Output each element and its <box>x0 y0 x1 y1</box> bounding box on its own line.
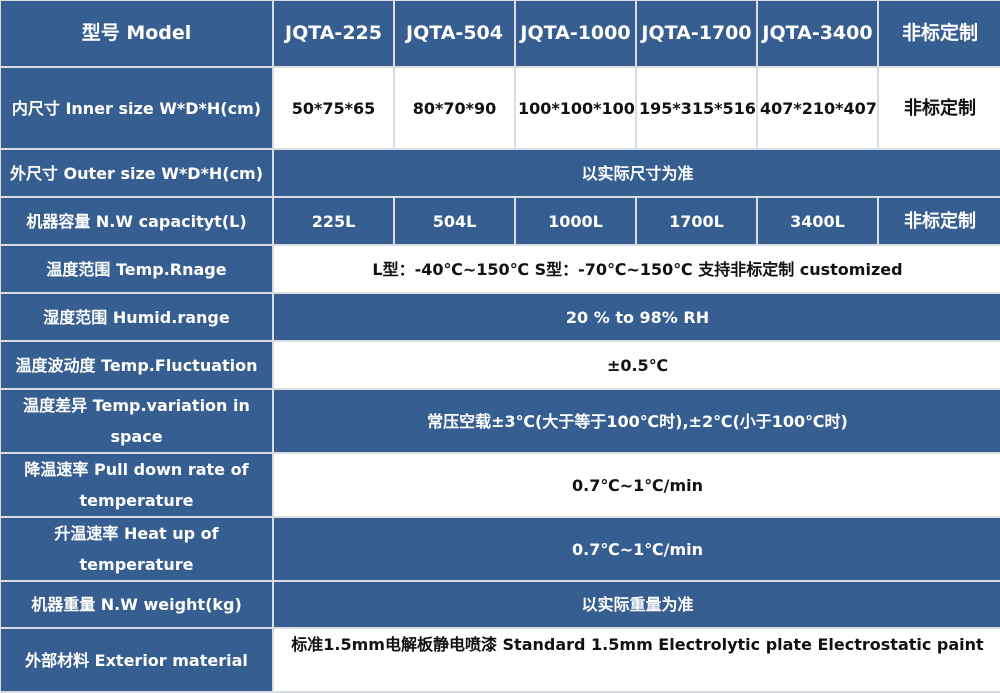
weight-value: 以实际重量为准 <box>272 580 1000 629</box>
row-temp-variation: 温度差异 Temp.variation in space 常压空载±3℃(大于等… <box>0 388 1000 454</box>
label-temp-range: 温度范围 Temp.Rnage <box>0 244 274 294</box>
label-temp-fluctuation: 温度波动度 Temp.Fluctuation <box>0 340 274 390</box>
model-2: JQTA-504 <box>393 0 516 68</box>
label-model: 型号 Model <box>0 0 274 68</box>
row-humid-range: 湿度范围 Humid.range 20 % to 98% RH <box>0 292 1000 342</box>
capacity-2: 504L <box>393 196 516 246</box>
inner-size-5: 407*210*407 <box>756 66 879 150</box>
label-capacity: 机器容量 N.W capacityt(L) <box>0 196 274 246</box>
label-weight: 机器重量 N.W weight(kg) <box>0 580 274 629</box>
inner-size-3: 100*100*100 <box>514 66 637 150</box>
inner-size-6: 非标定制 <box>877 66 1000 150</box>
capacity-5: 3400L <box>756 196 879 246</box>
row-inner-size: 内尺寸 Inner size W*D*H(cm) 50*75*65 80*70*… <box>0 66 1000 150</box>
temp-range-value: L型：-40℃~150℃ S型：-70℃~150℃ 支持非标定制 customi… <box>272 244 1000 294</box>
label-heat-up: 升温速率 Heat up of temperature <box>0 516 274 582</box>
capacity-3: 1000L <box>514 196 637 246</box>
label-temp-variation: 温度差异 Temp.variation in space <box>0 388 274 454</box>
row-heat-up: 升温速率 Heat up of temperature 0.7℃~1℃/min <box>0 516 1000 582</box>
outer-size-value: 以实际尺寸为准 <box>272 148 1000 198</box>
pull-down-value: 0.7℃~1℃/min <box>272 452 1000 518</box>
model-4: JQTA-1700 <box>635 0 758 68</box>
row-weight: 机器重量 N.W weight(kg) 以实际重量为准 <box>0 580 1000 629</box>
row-capacity: 机器容量 N.W capacityt(L) 225L 504L 1000L 17… <box>0 196 1000 246</box>
exterior-value: 标准1.5mm电解板静电喷漆 Standard 1.5mm Electrolyt… <box>272 627 1000 693</box>
label-inner-size: 内尺寸 Inner size W*D*H(cm) <box>0 66 274 150</box>
row-exterior: 外部材料 Exterior material 标准1.5mm电解板静电喷漆 St… <box>0 627 1000 693</box>
label-outer-size: 外尺寸 Outer size W*D*H(cm) <box>0 148 274 198</box>
capacity-1: 225L <box>272 196 395 246</box>
label-pull-down: 降温速率 Pull down rate of temperature <box>0 452 274 518</box>
temp-variation-value: 常压空载±3℃(大于等于100℃时),±2℃(小于100℃时) <box>272 388 1000 454</box>
label-exterior: 外部材料 Exterior material <box>0 627 274 693</box>
capacity-6: 非标定制 <box>877 196 1000 246</box>
heat-up-value: 0.7℃~1℃/min <box>272 516 1000 582</box>
row-temp-fluctuation: 温度波动度 Temp.Fluctuation ±0.5℃ <box>0 340 1000 390</box>
inner-size-2: 80*70*90 <box>393 66 516 150</box>
capacity-4: 1700L <box>635 196 758 246</box>
row-pull-down: 降温速率 Pull down rate of temperature 0.7℃~… <box>0 452 1000 518</box>
model-5: JQTA-3400 <box>756 0 879 68</box>
model-6: 非标定制 <box>877 0 1000 68</box>
model-1: JQTA-225 <box>272 0 395 68</box>
row-temp-range: 温度范围 Temp.Rnage L型：-40℃~150℃ S型：-70℃~150… <box>0 244 1000 294</box>
humid-range-value: 20 % to 98% RH <box>272 292 1000 342</box>
inner-size-1: 50*75*65 <box>272 66 395 150</box>
row-outer-size: 外尺寸 Outer size W*D*H(cm) 以实际尺寸为准 <box>0 148 1000 198</box>
model-3: JQTA-1000 <box>514 0 637 68</box>
temp-fluctuation-value: ±0.5℃ <box>272 340 1000 390</box>
inner-size-4: 195*315*516 <box>635 66 758 150</box>
label-humid-range: 湿度范围 Humid.range <box>0 292 274 342</box>
row-model: 型号 Model JQTA-225 JQTA-504 JQTA-1000 JQT… <box>0 0 1000 68</box>
